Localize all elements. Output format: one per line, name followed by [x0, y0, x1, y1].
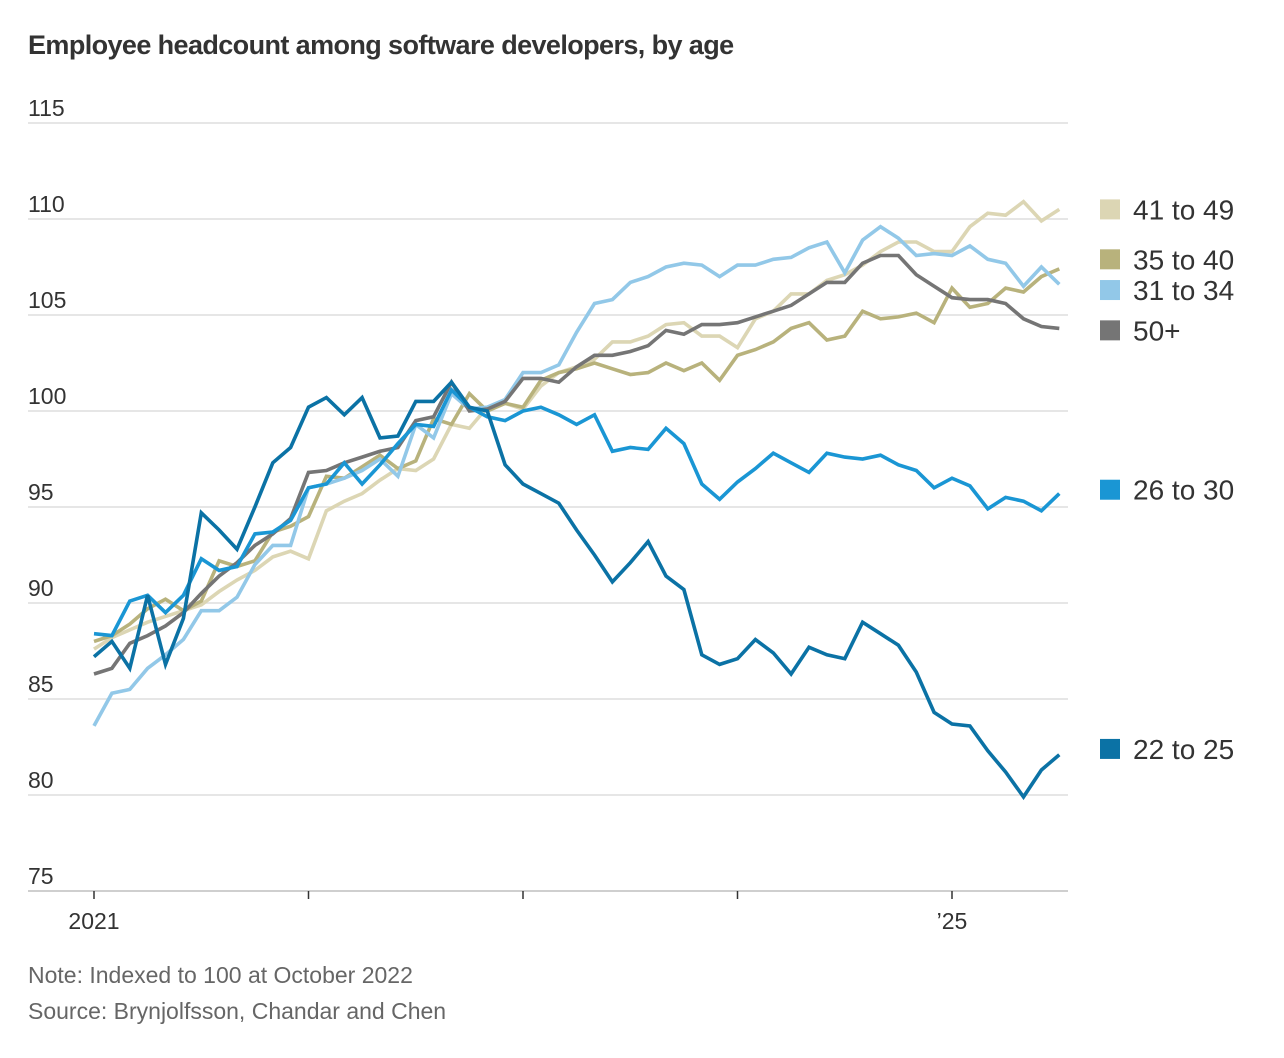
- legend-label: 41 to 49: [1133, 194, 1234, 225]
- chart-title: Employee headcount among software develo…: [28, 30, 734, 60]
- legend-swatch: [1100, 738, 1120, 759]
- legend-item: 35 to 40: [1100, 244, 1234, 275]
- series-line-35-to-40: [93, 267, 1061, 644]
- series-line-26-to-30: [93, 386, 1061, 638]
- chart-source: Source: Brynjolfsson, Chandar and Chen: [28, 998, 447, 1024]
- legend-label: 35 to 40: [1133, 244, 1234, 275]
- legend-item: 26 to 30: [1100, 475, 1234, 506]
- gridlines: [28, 122, 1068, 892]
- series-line-31-to-34: [92, 224, 1061, 727]
- legend-item: 31 to 34: [1100, 275, 1234, 306]
- y-tick-label: 75: [28, 863, 54, 889]
- legend-item: 41 to 49: [1100, 194, 1234, 225]
- legend-item: 50+: [1100, 315, 1181, 346]
- y-tick-label: 115: [28, 95, 65, 121]
- legend-item: 22 to 25: [1100, 734, 1234, 765]
- legend-swatch: [1100, 249, 1120, 270]
- y-tick-label: 105: [28, 287, 66, 313]
- y-tick-label: 110: [28, 191, 65, 217]
- series-line-50plus: [93, 253, 1060, 676]
- x-tick-label: 2021: [68, 908, 119, 934]
- legend-swatch: [1100, 479, 1120, 500]
- legend-label: 22 to 25: [1133, 734, 1234, 765]
- y-axis: 115 110 105 100 95 90 85 80 75: [28, 95, 66, 889]
- series-line-22-to-25: [92, 379, 1061, 801]
- y-tick-label: 85: [28, 671, 54, 697]
- y-tick-label: 90: [28, 575, 54, 601]
- legend-label: 50+: [1133, 315, 1181, 346]
- y-tick-label: 80: [28, 767, 54, 793]
- series-lines: [92, 199, 1061, 801]
- y-tick-label: 100: [28, 383, 66, 409]
- legend-swatch: [1100, 320, 1120, 341]
- y-tick-label: 95: [28, 479, 54, 505]
- legend-label: 31 to 34: [1133, 275, 1234, 306]
- x-axis: 2021 ’25: [68, 891, 967, 934]
- chart-note: Note: Indexed to 100 at October 2022: [28, 962, 413, 988]
- x-tick-label: ’25: [937, 908, 968, 934]
- legend-swatch: [1100, 199, 1120, 220]
- legend-swatch: [1100, 280, 1120, 301]
- legend-label: 26 to 30: [1133, 475, 1234, 506]
